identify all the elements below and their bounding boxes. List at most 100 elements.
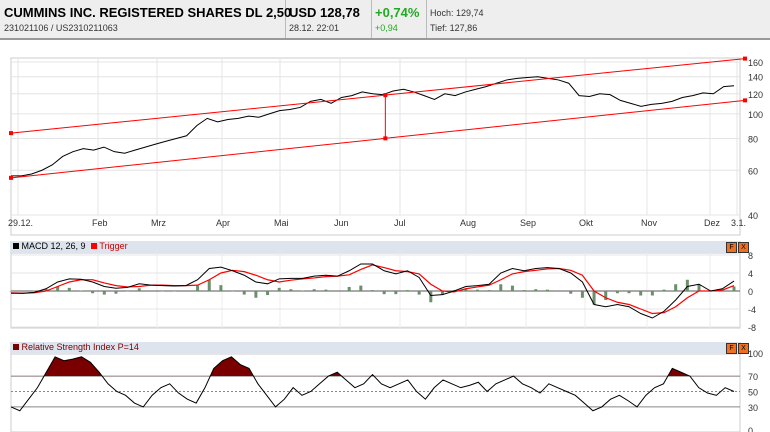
histogram-bar xyxy=(266,291,270,296)
y-tick-label: 100 xyxy=(748,110,763,120)
last-price: USD 128,78 xyxy=(289,5,360,20)
rsi-plot-area xyxy=(10,353,741,432)
instrument-title: CUMMINS INC. REGISTERED SHARES DL 2,50 xyxy=(4,5,292,20)
histogram-bar xyxy=(522,290,526,291)
y-tick-label: 100 xyxy=(748,349,763,359)
x-tick-label: Mai xyxy=(274,218,289,228)
histogram-bar xyxy=(487,290,491,291)
change-cell: +0,74% +0,94 xyxy=(371,0,427,38)
histogram-bar xyxy=(207,279,211,291)
histogram-bar xyxy=(359,285,363,291)
y-tick-label: 160 xyxy=(748,58,763,68)
histogram-bar xyxy=(56,286,60,291)
macd-panel-header: MACD 12, 26, 9 Trigger F X xyxy=(10,241,749,253)
histogram-bar xyxy=(440,291,444,295)
histogram-bar xyxy=(534,289,538,291)
histogram-bar xyxy=(569,291,573,294)
y-tick-label: 0 xyxy=(748,287,753,297)
histogram-bar xyxy=(615,291,619,294)
histogram-bar xyxy=(405,290,409,291)
rsi-panel-header: Relative Strength Index P=14 F X xyxy=(10,342,749,354)
instrument-cell: CUMMINS INC. REGISTERED SHARES DL 2,50 2… xyxy=(0,0,291,38)
histogram-bar xyxy=(196,285,200,291)
y-tick-label: 70 xyxy=(748,372,758,382)
histogram-bar xyxy=(639,291,643,296)
range-cell: Hoch: 129,74 Tief: 127,86 xyxy=(426,0,770,38)
price-datetime: 28.12. 22:01 xyxy=(289,23,340,33)
trigger-line xyxy=(10,264,735,315)
y-tick-label: 50 xyxy=(748,388,758,398)
instrument-ids: 231021106 / US2310211063 xyxy=(4,23,118,33)
x-tick-label: Jul xyxy=(394,218,406,228)
histogram-bar xyxy=(475,289,479,291)
histogram-bar xyxy=(604,291,608,300)
x-tick-label: Apr xyxy=(216,218,230,228)
channel-handle xyxy=(9,131,13,136)
x-tick-label: 29.12. xyxy=(8,218,33,228)
trigger-legend-swatch xyxy=(91,243,98,249)
histogram-bar xyxy=(545,289,549,291)
histogram-bar xyxy=(114,291,118,294)
histogram-bar xyxy=(67,287,71,291)
histogram-bar xyxy=(324,289,328,291)
y-tick-label: 80 xyxy=(748,135,758,145)
x-tick-label: Dez xyxy=(704,218,721,228)
histogram-bar xyxy=(347,286,351,291)
histogram-bar xyxy=(429,291,433,303)
y-tick-label: 8 xyxy=(748,251,753,261)
macd-line xyxy=(11,263,735,319)
histogram-bar xyxy=(371,290,374,291)
histogram-bar xyxy=(650,291,654,296)
y-tick-label: 140 xyxy=(748,73,763,83)
y-tick-label: -4 xyxy=(748,305,756,315)
histogram-bar xyxy=(674,284,678,291)
histogram-bar xyxy=(137,288,141,291)
channel-handle xyxy=(743,98,747,103)
channel-handle xyxy=(9,175,13,180)
histogram-bar xyxy=(242,291,246,295)
histogram-bar xyxy=(277,287,281,291)
y-tick-label: 0 xyxy=(748,426,753,432)
histogram-bar xyxy=(312,289,316,291)
macd-legend-label: MACD 12, 26, 9 xyxy=(21,241,86,251)
histogram-bar xyxy=(697,284,701,291)
day-high: Hoch: 129,74 xyxy=(430,8,484,18)
histogram-bar xyxy=(382,291,386,295)
y-tick-label: 30 xyxy=(748,403,758,413)
macd-close-button[interactable]: X xyxy=(738,242,749,253)
price-line xyxy=(11,76,735,177)
rsi-close-button[interactable]: X xyxy=(738,343,749,354)
y-tick-label: -8 xyxy=(748,323,756,333)
channel-upper-line xyxy=(10,58,746,134)
rsi-legend-swatch xyxy=(13,344,19,350)
histogram-bar xyxy=(44,288,48,291)
rsi-legend-label: Relative Strength Index P=14 xyxy=(21,342,139,352)
x-tick-label: Sep xyxy=(520,218,536,228)
x-tick-label: Mrz xyxy=(151,218,166,228)
change-pct: +0,74% xyxy=(375,5,420,20)
histogram-bar xyxy=(289,289,293,291)
y-tick-label: 60 xyxy=(748,166,758,176)
rsi-line xyxy=(10,356,735,412)
histogram-bar xyxy=(417,291,421,295)
channel-handle xyxy=(743,56,747,61)
histogram-bar xyxy=(91,291,95,294)
histogram-bar xyxy=(732,286,736,291)
price-plot-area xyxy=(10,57,741,236)
y-tick-label: 4 xyxy=(748,269,753,279)
trigger-legend-label: Trigger xyxy=(99,241,128,251)
rsi-fullscreen-button[interactable]: F xyxy=(726,343,737,354)
channel-lower-line xyxy=(10,99,746,179)
histogram-bar xyxy=(102,291,106,295)
histogram-bar xyxy=(592,291,596,305)
y-tick-label: 40 xyxy=(748,211,758,221)
price-cell: USD 128,78 28.12. 22:01 xyxy=(285,0,372,38)
x-tick-label: Jun xyxy=(334,218,349,228)
histogram-bar xyxy=(394,291,398,295)
macd-fullscreen-button[interactable]: F xyxy=(726,242,737,253)
x-tick-label: Feb xyxy=(92,218,108,228)
quote-header: CUMMINS INC. REGISTERED SHARES DL 2,50 2… xyxy=(0,0,770,40)
x-tick-label: 3.1. xyxy=(731,218,746,228)
y-tick-label: 120 xyxy=(748,90,763,100)
